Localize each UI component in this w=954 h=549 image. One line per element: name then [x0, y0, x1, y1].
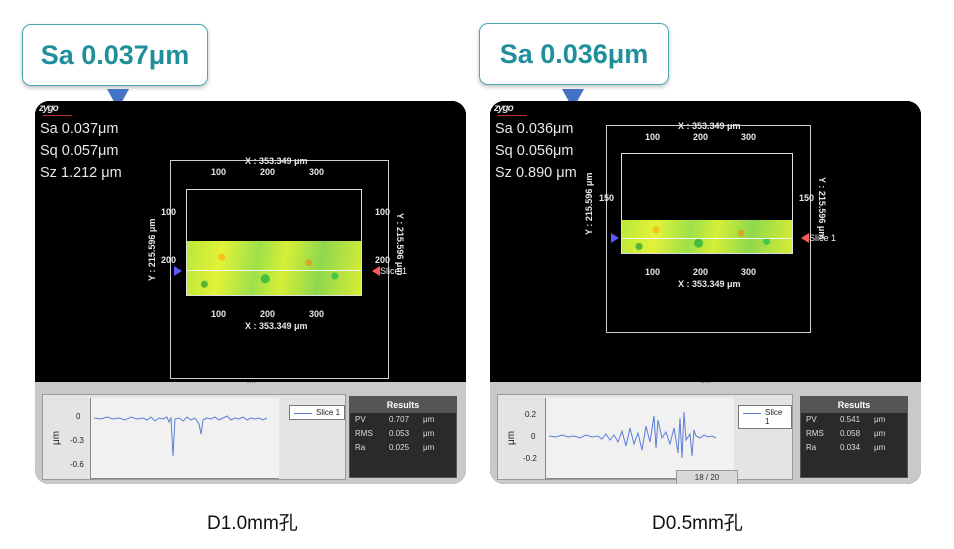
- right-sa-callout: Sa 0.036μm: [479, 23, 669, 85]
- left-splitter-grip[interactable]: [247, 382, 255, 385]
- right-profile-line: [548, 411, 717, 459]
- left-slice-line: [187, 270, 361, 271]
- left-profile-axes: [90, 398, 279, 479]
- right-stats: Sa 0.036μm Sq 0.056μm Sz 0.890 μm: [495, 118, 577, 184]
- left-results-row: RMS 0.053 μm: [355, 429, 435, 438]
- right-plot-ytick: -0.2: [523, 454, 537, 463]
- right-results-panel: Results PV 0.541 μm RMS 0.058 μm Ra 0.034 μm: [800, 396, 908, 478]
- left-stats: Sa 0.037μm Sq 0.057μm Sz 1.212 μm: [40, 118, 122, 184]
- right-plot-legend: Slice 1: [738, 405, 792, 429]
- right-results-row: RMS 0.058 μm: [806, 429, 886, 438]
- left-results-row: Ra 0.025 μm: [355, 443, 435, 452]
- left-y-tick-left: 200: [161, 255, 177, 265]
- right-surface-view: zygo Sa 0.036μm Sq 0.056μm Sz 0.890 μm X…: [490, 101, 921, 382]
- left-x-tick-top: 200: [260, 167, 276, 177]
- right-results-row: PV 0.541 μm: [806, 415, 886, 424]
- left-caption: D1.0mm孔: [207, 513, 298, 534]
- right-sa-callout-text: Sa 0.036μm: [499, 38, 649, 69]
- right-surface-fill: [622, 220, 792, 253]
- right-profile-svg: [548, 411, 717, 459]
- left-height-map: [186, 189, 362, 296]
- right-x-axis-label-bottom: X : 353.349 μm: [678, 279, 741, 289]
- right-measurement-panel: zygo Sa 0.036μm Sq 0.056μm Sz 0.890 μm X…: [490, 101, 921, 484]
- left-plot-ytick: -0.6: [70, 460, 84, 469]
- left-plot-legend: Slice 1: [289, 405, 345, 420]
- right-page-indicator[interactable]: 18 / 20: [676, 470, 738, 484]
- left-profile-svg: [93, 415, 268, 457]
- left-stat-sq: Sq 0.057μm: [40, 143, 119, 159]
- right-x-tick-bottom: 300: [741, 267, 757, 277]
- right-y-tick-left: 150: [599, 193, 615, 203]
- right-plot-ytick: 0: [531, 432, 536, 441]
- left-view-frame: [170, 160, 389, 379]
- right-caption: D0.5mm孔: [652, 513, 743, 534]
- left-slice-label: Slice 1: [380, 266, 408, 276]
- right-plot-ylabel: μm: [506, 430, 517, 445]
- left-logo: zygo: [39, 103, 72, 116]
- left-y-tick-right: 200: [375, 255, 391, 265]
- right-y-tick-right: 150: [799, 193, 815, 203]
- left-surface-fill: [187, 241, 361, 295]
- right-results-row: Ra 0.034 μm: [806, 443, 886, 452]
- right-slice-label: Slice 1: [809, 233, 837, 243]
- left-results-title: Results: [350, 397, 456, 413]
- left-slice-marker-start[interactable]: [174, 266, 182, 276]
- left-sa-callout: Sa 0.037μm: [22, 24, 208, 86]
- right-profile-plot: 0.2 0 -0.2 μm Slice 1: [497, 394, 793, 480]
- right-plot-ytick: 0.2: [525, 410, 537, 419]
- right-x-tick-top: 300: [741, 132, 757, 142]
- left-x-tick-top: 100: [211, 167, 227, 177]
- left-plot-ylabel: μm: [51, 430, 62, 445]
- left-results-row: PV 0.707 μm: [355, 415, 435, 424]
- left-slice-marker-end[interactable]: [372, 266, 380, 276]
- right-splitter-grip[interactable]: [702, 382, 710, 385]
- left-y-tick-right: 100: [375, 207, 391, 217]
- left-x-tick-top: 300: [309, 167, 325, 177]
- right-stat-sa: Sa 0.036μm: [495, 121, 574, 137]
- right-view-frame: [606, 125, 811, 333]
- left-plot-ytick: -0.3: [70, 436, 84, 445]
- left-results-panel: Results PV 0.707 μm RMS 0.053 μm Ra 0.025 μm: [349, 396, 457, 478]
- left-profile-plot: 0 -0.3 -0.6 μm Slice 1: [42, 394, 346, 480]
- right-x-tick-top: 100: [645, 132, 661, 142]
- right-stat-sz: Sz 0.890 μm: [495, 165, 577, 181]
- right-x-axis-label-top: X : 353.349 μm: [678, 121, 741, 131]
- right-profile-axes: [545, 398, 734, 479]
- right-x-tick-bottom: 100: [645, 267, 661, 277]
- left-profile-area: 0 -0.3 -0.6 μm Slice 1 Results PV 0.707 μm…: [35, 382, 466, 484]
- left-x-axis-label-bottom: X : 353.349 μm: [245, 321, 308, 331]
- right-logo: zygo: [494, 103, 527, 116]
- right-x-tick-top: 200: [693, 132, 709, 142]
- left-stat-sa: Sa 0.037μm: [40, 121, 119, 137]
- right-x-tick-bottom: 200: [693, 267, 709, 277]
- left-measurement-panel: zygo Sa 0.037μm Sq 0.057μm Sz 1.212 μm X…: [35, 101, 466, 484]
- left-y-tick-left: 100: [161, 207, 177, 217]
- right-height-map: [621, 153, 793, 254]
- right-stat-sq: Sq 0.056μm: [495, 143, 574, 159]
- right-y-axis-label-right: Y : 215.596 μm: [817, 177, 827, 240]
- left-plot-ytick: 0: [76, 412, 81, 421]
- left-surface-view: zygo Sa 0.037μm Sq 0.057μm Sz 1.212 μm X…: [35, 101, 466, 382]
- right-results-title: Results: [801, 397, 907, 413]
- right-slice-marker-start[interactable]: [611, 233, 619, 243]
- left-y-axis-label: Y : 215.596 μm: [147, 218, 157, 281]
- left-x-tick-bottom: 300: [309, 309, 325, 319]
- left-stat-sz: Sz 1.212 μm: [40, 165, 122, 181]
- left-x-tick-bottom: 200: [260, 309, 276, 319]
- left-sa-callout-text: Sa 0.037μm: [40, 39, 190, 70]
- right-slice-line: [622, 238, 792, 239]
- right-slice-marker-end[interactable]: [801, 233, 809, 243]
- left-x-axis-label-top: X : 353.349 μm: [245, 156, 308, 166]
- right-profile-area: 0.2 0 -0.2 μm Slice 1 Results PV 0.541 μm …: [490, 382, 921, 484]
- right-y-axis-label: Y : 215.596 μm: [584, 172, 594, 235]
- left-profile-line: [93, 415, 268, 457]
- left-x-tick-bottom: 100: [211, 309, 227, 319]
